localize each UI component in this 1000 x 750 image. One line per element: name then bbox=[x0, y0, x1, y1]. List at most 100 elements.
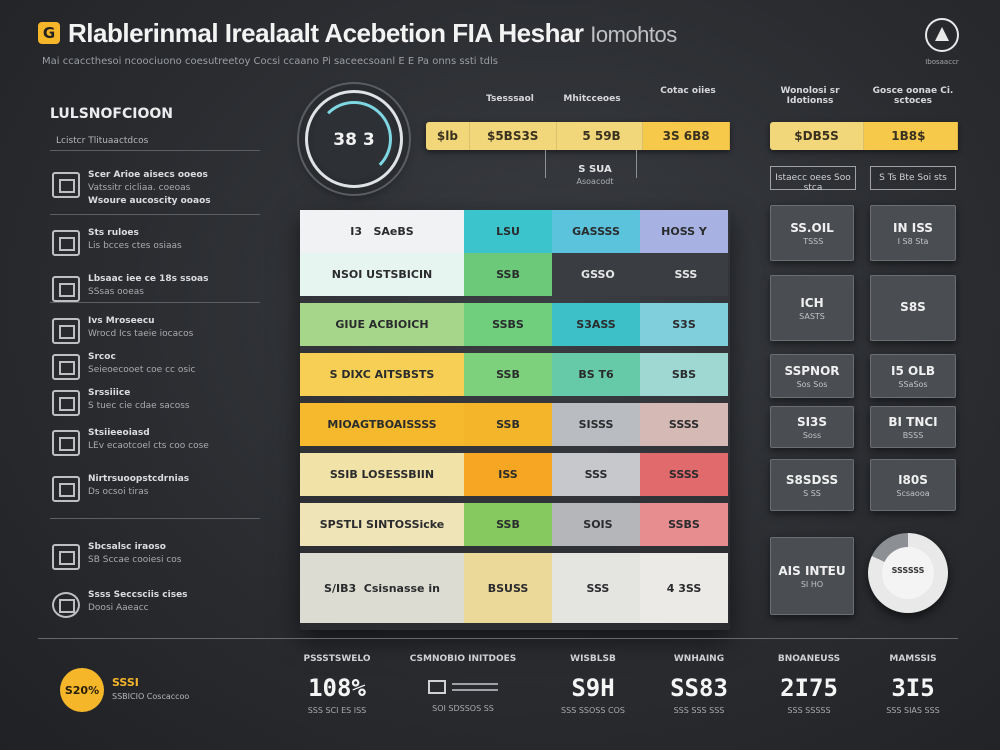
table-row[interactable]: SSIB LOSESSBIIN ISS SSS SSSS bbox=[300, 453, 730, 496]
users-icon bbox=[52, 318, 80, 344]
table-cell: LSU bbox=[464, 210, 552, 253]
note-box: S Ts Bte Soi sts bbox=[870, 166, 956, 190]
metric-card[interactable]: IN ISS I S8 Sta bbox=[870, 205, 956, 261]
table-row[interactable]: GIUE ACBIOICH SSBS S3ASS S3S bbox=[300, 303, 730, 346]
table-cell: HOSS Y bbox=[640, 210, 728, 253]
stat-block: BNOANEUSS 2I75 SSS SSSSS bbox=[777, 654, 841, 715]
table-cell: SSBS bbox=[464, 303, 552, 346]
divider bbox=[50, 518, 260, 519]
target-icon bbox=[52, 592, 80, 618]
table-cell: GSSO bbox=[552, 253, 640, 296]
table-icon bbox=[52, 390, 80, 416]
table-cell: SSB bbox=[464, 353, 552, 396]
page-subtitle: Mai ccaccthesoi ncoociuono coesutreetoy … bbox=[42, 56, 498, 67]
table-cell: SSIB LOSESSBIIN bbox=[300, 453, 464, 496]
table-row[interactable]: NSOI USTSBICIN SSB GSSO SSS bbox=[300, 253, 730, 296]
metric-card[interactable]: SSPNOR Sos Sos bbox=[770, 354, 854, 398]
list-item[interactable]: Ssss Seccsciis cises Doosi Aaeacc bbox=[52, 586, 267, 630]
metric-card[interactable]: S8S bbox=[870, 275, 956, 341]
connector-line bbox=[636, 150, 637, 178]
chart-icon bbox=[428, 680, 446, 694]
image-icon bbox=[52, 544, 80, 570]
metric-card[interactable]: SS.OIL TSSS bbox=[770, 205, 854, 261]
summary-bar: $DB5S 1B8$ bbox=[770, 122, 958, 150]
brand-triangle-icon bbox=[925, 18, 959, 52]
stat-block: MAMSSIS 3I5 SSS SIAS SSS bbox=[886, 654, 940, 715]
table-cell: BS T6 bbox=[552, 353, 640, 396]
table-cell: SSSS bbox=[640, 403, 728, 446]
list-item[interactable]: Srssiiice S tuec cie cdae sacoss bbox=[52, 384, 267, 428]
table-cell: SSB bbox=[464, 503, 552, 546]
table-cell: SOIS bbox=[552, 503, 640, 546]
metric-card[interactable]: ICH SASTS bbox=[770, 275, 854, 341]
table-cell: BSUSS bbox=[464, 553, 552, 623]
chart-icon bbox=[52, 276, 80, 302]
table-row[interactable]: I3 SAeBS LSU GASSSS HOSS Y bbox=[300, 210, 730, 253]
table-cell: NSOI USTSBICIN bbox=[300, 253, 464, 296]
left-panel-subtitle: Lcistcr Tlituaactdcos bbox=[56, 136, 149, 146]
table-cell: SBS bbox=[640, 353, 728, 396]
table-cell: S3ASS bbox=[552, 303, 640, 346]
gauge-dial bbox=[305, 90, 403, 188]
brand-label: Ibosaaccr bbox=[925, 58, 959, 66]
metric-card[interactable]: AIS INTEU SI HO bbox=[770, 537, 854, 615]
page-title: Rlablerinmal Irealaalt Acebetion FIA Hes… bbox=[68, 18, 677, 48]
connector-line bbox=[545, 150, 546, 178]
list-item[interactable]: Sbcsalsc iraoso SB Sccae cooiesi cos bbox=[52, 538, 267, 582]
table-cell: S3S bbox=[640, 303, 728, 346]
donut-label: SSSSSS bbox=[891, 566, 925, 575]
metric-card[interactable]: S8SDSS S SS bbox=[770, 459, 854, 511]
table-cell: SSSS bbox=[640, 453, 728, 496]
divider bbox=[38, 638, 958, 639]
table-cell: SSBS bbox=[640, 503, 728, 546]
column-header: Tsesssaol bbox=[486, 94, 534, 104]
calendar-icon bbox=[52, 230, 80, 256]
table-cell: SISSS bbox=[552, 403, 640, 446]
stat-block: PSSSTSWELO 108% SSS SCI ES ISS bbox=[303, 654, 371, 715]
folder-icon bbox=[52, 430, 80, 456]
table-row[interactable]: S DIXC AITSBSTS SSB BS T6 SBS bbox=[300, 353, 730, 396]
summary-cell: 5 59B bbox=[557, 122, 644, 150]
table-cell: S/IB3 Csisnasse in bbox=[300, 553, 464, 623]
bottom-left-text: SSSI SSBICIO Coscaccoo bbox=[112, 676, 190, 701]
table-cell: SSB bbox=[464, 253, 552, 296]
table-cell: SPSTLI SINTOSSicke bbox=[300, 503, 464, 546]
clipboard-icon bbox=[52, 476, 80, 502]
note-value: S SUA Asoacodt bbox=[576, 164, 614, 186]
table-row[interactable]: MIOAGTBOAISSSS SSB SISSS SSSS bbox=[300, 403, 730, 446]
table-cell: I3 SAeBS bbox=[300, 210, 464, 253]
summary-cell: $DB5S bbox=[770, 122, 864, 150]
table-row[interactable]: SPSTLI SINTOSSicke SSB SOIS SSBS bbox=[300, 503, 730, 546]
table-cell: MIOAGTBOAISSSS bbox=[300, 403, 464, 446]
left-panel-title: LULSNOFCIOON bbox=[50, 106, 173, 122]
list-item[interactable]: Lbsaac iee ce 18s ssoas SSsas ooeas bbox=[52, 270, 267, 314]
percent-badge: S20% bbox=[60, 668, 104, 712]
summary-cell: $lb bbox=[426, 122, 470, 150]
stat-bars-icon bbox=[452, 683, 498, 691]
table-cell: ISS bbox=[464, 453, 552, 496]
list-item[interactable]: Srcoc Seieoecooet coe cc osic bbox=[52, 348, 267, 392]
table-cell: SSS bbox=[552, 553, 640, 623]
summary-bar: $lb $5BS3S 5 59B 3S 6B8 bbox=[426, 122, 731, 150]
summary-cell: $5BS3S bbox=[470, 122, 557, 150]
list-item[interactable]: Ivs Mroseecu Wrocd Ics taeie iocacos bbox=[52, 312, 267, 356]
table-row[interactable]: S/IB3 Csisnasse in BSUSS SSS 4 3SS bbox=[300, 553, 730, 623]
metric-card[interactable]: I5 OLB SSaSos bbox=[870, 354, 956, 398]
table-cell: GIUE ACBIOICH bbox=[300, 303, 464, 346]
metric-card[interactable]: I80S Scsaooa bbox=[870, 459, 956, 511]
column-header: Gosce oonae Ci. sctoces bbox=[872, 86, 954, 106]
column-header: Mhitcceoes bbox=[563, 94, 621, 104]
table-cell: GASSSS bbox=[552, 210, 640, 253]
list-item[interactable]: Nirtrsuoopstcdrnias Ds ocsoi tiras bbox=[52, 470, 267, 514]
summary-cell: 1B8$ bbox=[864, 122, 958, 150]
table-cell: 4 3SS bbox=[640, 553, 728, 623]
list-item[interactable]: Scer Arioe aisecs ooeos Vatssitr cicliaa… bbox=[52, 166, 267, 210]
column-header: Wonolosi sr Idotionss bbox=[780, 86, 840, 106]
table-cell: SSS bbox=[640, 253, 728, 296]
divider bbox=[50, 302, 260, 303]
metric-card[interactable]: BI TNCI BSSS bbox=[870, 406, 956, 448]
list-item[interactable]: Stsiieeoiasd LEv ecaotcoel cts coo cose bbox=[52, 424, 267, 468]
list-item[interactable]: Sts ruloes Lis bcces ctes osiaas bbox=[52, 224, 267, 268]
metric-card[interactable]: SI3S Soss bbox=[770, 406, 854, 448]
list-item[interactable]: Wsoure aucoscity ooaos bbox=[88, 196, 211, 206]
